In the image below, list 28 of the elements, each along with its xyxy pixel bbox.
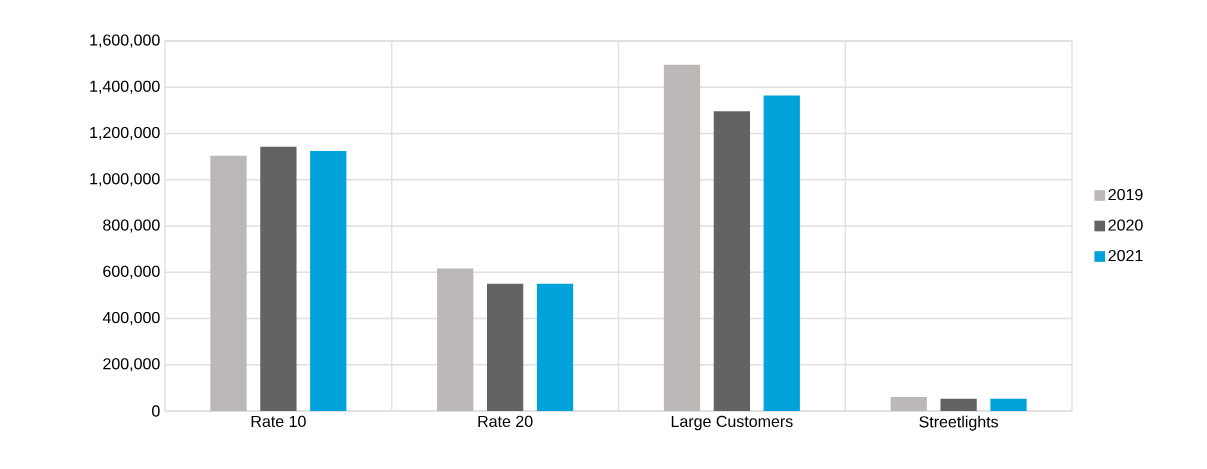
bar <box>940 398 977 411</box>
bar <box>210 155 247 411</box>
x-tick-label: Streetlights <box>919 415 999 431</box>
y-tick-label: 1,400,000 <box>90 80 160 94</box>
bar <box>763 95 800 411</box>
bar <box>437 268 474 411</box>
legend-label: 2019 <box>1108 188 1143 201</box>
bar <box>713 111 751 411</box>
x-tick-label: Large Customers <box>671 415 793 431</box>
y-tick-label: 200,000 <box>103 358 160 372</box>
x-tick-label: Rate 10 <box>251 415 306 428</box>
bar <box>890 396 927 411</box>
y-tick-label: 800,000 <box>103 219 160 233</box>
legend-label: 2020 <box>1108 219 1143 231</box>
bar <box>486 283 524 411</box>
y-tick-label: 1,200,000 <box>90 126 160 141</box>
legend-label: 2021 <box>1108 249 1143 262</box>
y-tick-label: 0 <box>152 405 160 417</box>
y-tick-label: 600,000 <box>103 265 160 279</box>
bar <box>663 64 701 411</box>
y-tick-label: 1,000,000 <box>90 173 160 187</box>
bar <box>260 146 297 411</box>
bar <box>536 283 574 411</box>
y-tick-label: 400,000 <box>102 311 160 326</box>
x-tick-label: Rate 20 <box>478 415 533 428</box>
y-tick-label: 1,600,000 <box>90 34 160 48</box>
bar <box>990 398 1027 411</box>
bar <box>310 151 347 411</box>
